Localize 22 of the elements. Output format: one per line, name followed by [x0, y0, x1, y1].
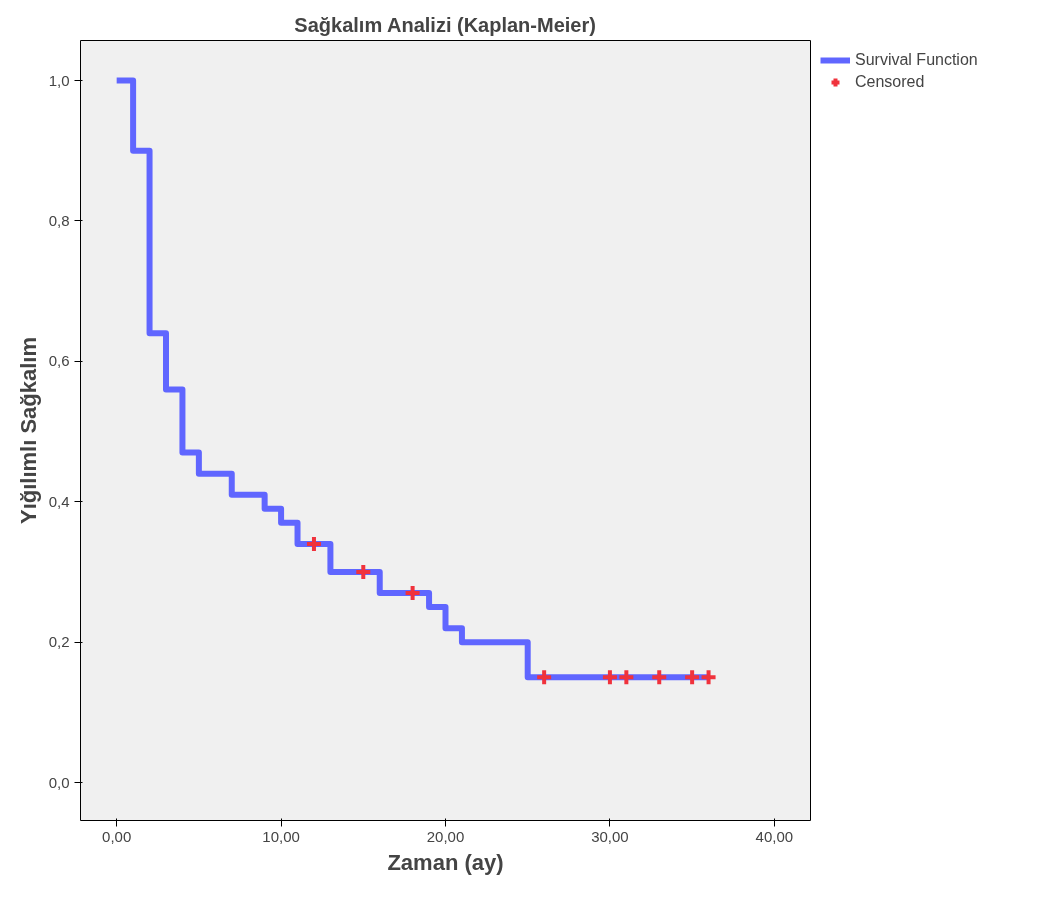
point [535, 668, 554, 687]
legend-label: Survival Function [855, 51, 978, 69]
y-tick-label: 0,0 [48, 773, 70, 791]
chart-title: Sağkalım Analizi (Kaplan-Meier) [294, 13, 596, 36]
point [617, 668, 636, 687]
y-axis-title: Yığılımlı Sağkalım [15, 336, 41, 525]
x-tick-label: 10,00 [262, 827, 300, 845]
x-tick-label: 30,00 [591, 827, 629, 845]
x-axis-title: Zaman (ay) [387, 849, 504, 875]
x-tick-label: 20,00 [426, 827, 465, 845]
legend-label: Censored [855, 73, 925, 91]
y-tick-label: 0,8 [48, 211, 70, 229]
y-tick-label: 0,2 [48, 633, 70, 651]
x-tick-label: 40,00 [755, 827, 794, 845]
y-tick-label: 1,0 [48, 71, 70, 89]
x-tick-label: 0,00 [102, 827, 132, 845]
y-tick-label: 0,6 [48, 352, 70, 370]
point [650, 668, 669, 687]
point [683, 668, 702, 687]
point [600, 668, 619, 687]
y-tick-label: 0,4 [48, 492, 70, 510]
point [699, 668, 718, 687]
